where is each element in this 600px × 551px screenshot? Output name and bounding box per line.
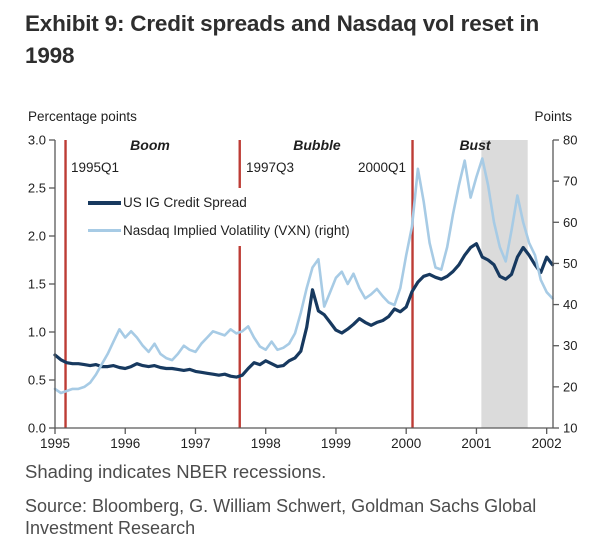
axis-tick-label: 1.0 [28, 325, 46, 340]
axis-tick-label: 1996 [110, 436, 140, 451]
axis-tick-label: 30 [563, 338, 577, 353]
axis-tick-label: 3.0 [28, 133, 46, 148]
axis-tick-label: 2.5 [28, 181, 46, 196]
series-line-credit-spread [53, 242, 555, 379]
axis-tick-label: 2001 [461, 436, 491, 451]
chart-canvas: 3.0 2.5 2.0 1.5 1.0 0.5 0.0 80 70 60 50 40 30 20 10 199… [28, 109, 578, 451]
chart-footnote: Shading indicates NBER recessions. [25, 461, 327, 482]
axis-tick-label: 50 [563, 256, 577, 271]
phase-label-bust: Bust [459, 137, 491, 153]
legend-item-credit-spread: US IG Credit Spread [88, 195, 350, 210]
event-label-1995q1: 1995Q1 [71, 160, 120, 175]
legend-label: US IG Credit Spread [123, 195, 247, 210]
axis-tick-label: 10 [563, 421, 577, 436]
exhibit-title: Exhibit 9: Credit spreads and Nasdaq vol… [25, 11, 540, 68]
phase-label-bubble: Bubble [293, 137, 341, 153]
chart-legend: US IG Credit Spread Nasdaq Implied Volat… [86, 188, 360, 246]
vxn-swatch [88, 229, 121, 232]
axis-tick-label: 2002 [532, 436, 562, 451]
axis-tick-label: 1999 [321, 436, 351, 451]
event-label-2000q1: 2000Q1 [357, 160, 407, 175]
series-line-vxn [53, 157, 554, 395]
axis-tick-label: 1998 [251, 436, 281, 451]
axis-tick-label: 0.0 [28, 421, 46, 436]
axis-tick-label: 60 [563, 215, 577, 230]
axis-tick-label: 80 [563, 133, 577, 148]
right-axis-title: Points [534, 109, 572, 124]
axis-tick-label: 1995 [40, 436, 70, 451]
axis-tick-label: 20 [563, 379, 577, 394]
axis-tick-label: 1997 [180, 436, 210, 451]
axis-tick-label: 70 [563, 174, 577, 189]
left-axis-title: Percentage points [28, 109, 137, 124]
credit-spread-swatch [88, 200, 121, 205]
chart-area: 3.0 2.5 2.0 1.5 1.0 0.5 0.0 80 70 60 50 40 30 20 10 199… [0, 108, 600, 454]
axis-tick-label: 0.5 [28, 373, 46, 388]
legend-item-vxn: Nasdaq Implied Volatility (VXN) (right) [88, 223, 350, 238]
axis-tick-label: 40 [563, 297, 577, 312]
event-label-1997q3: 1997Q3 [246, 160, 295, 175]
phase-label-boom: Boom [130, 137, 170, 153]
axis-tick-label: 1.5 [28, 277, 46, 292]
source-attribution: Source: Bloomberg, G. William Schwert, G… [25, 496, 537, 538]
axis-tick-label: 2.0 [28, 229, 46, 244]
legend-label: Nasdaq Implied Volatility (VXN) (right) [123, 223, 350, 238]
axis-tick-label: 2000 [391, 436, 421, 451]
